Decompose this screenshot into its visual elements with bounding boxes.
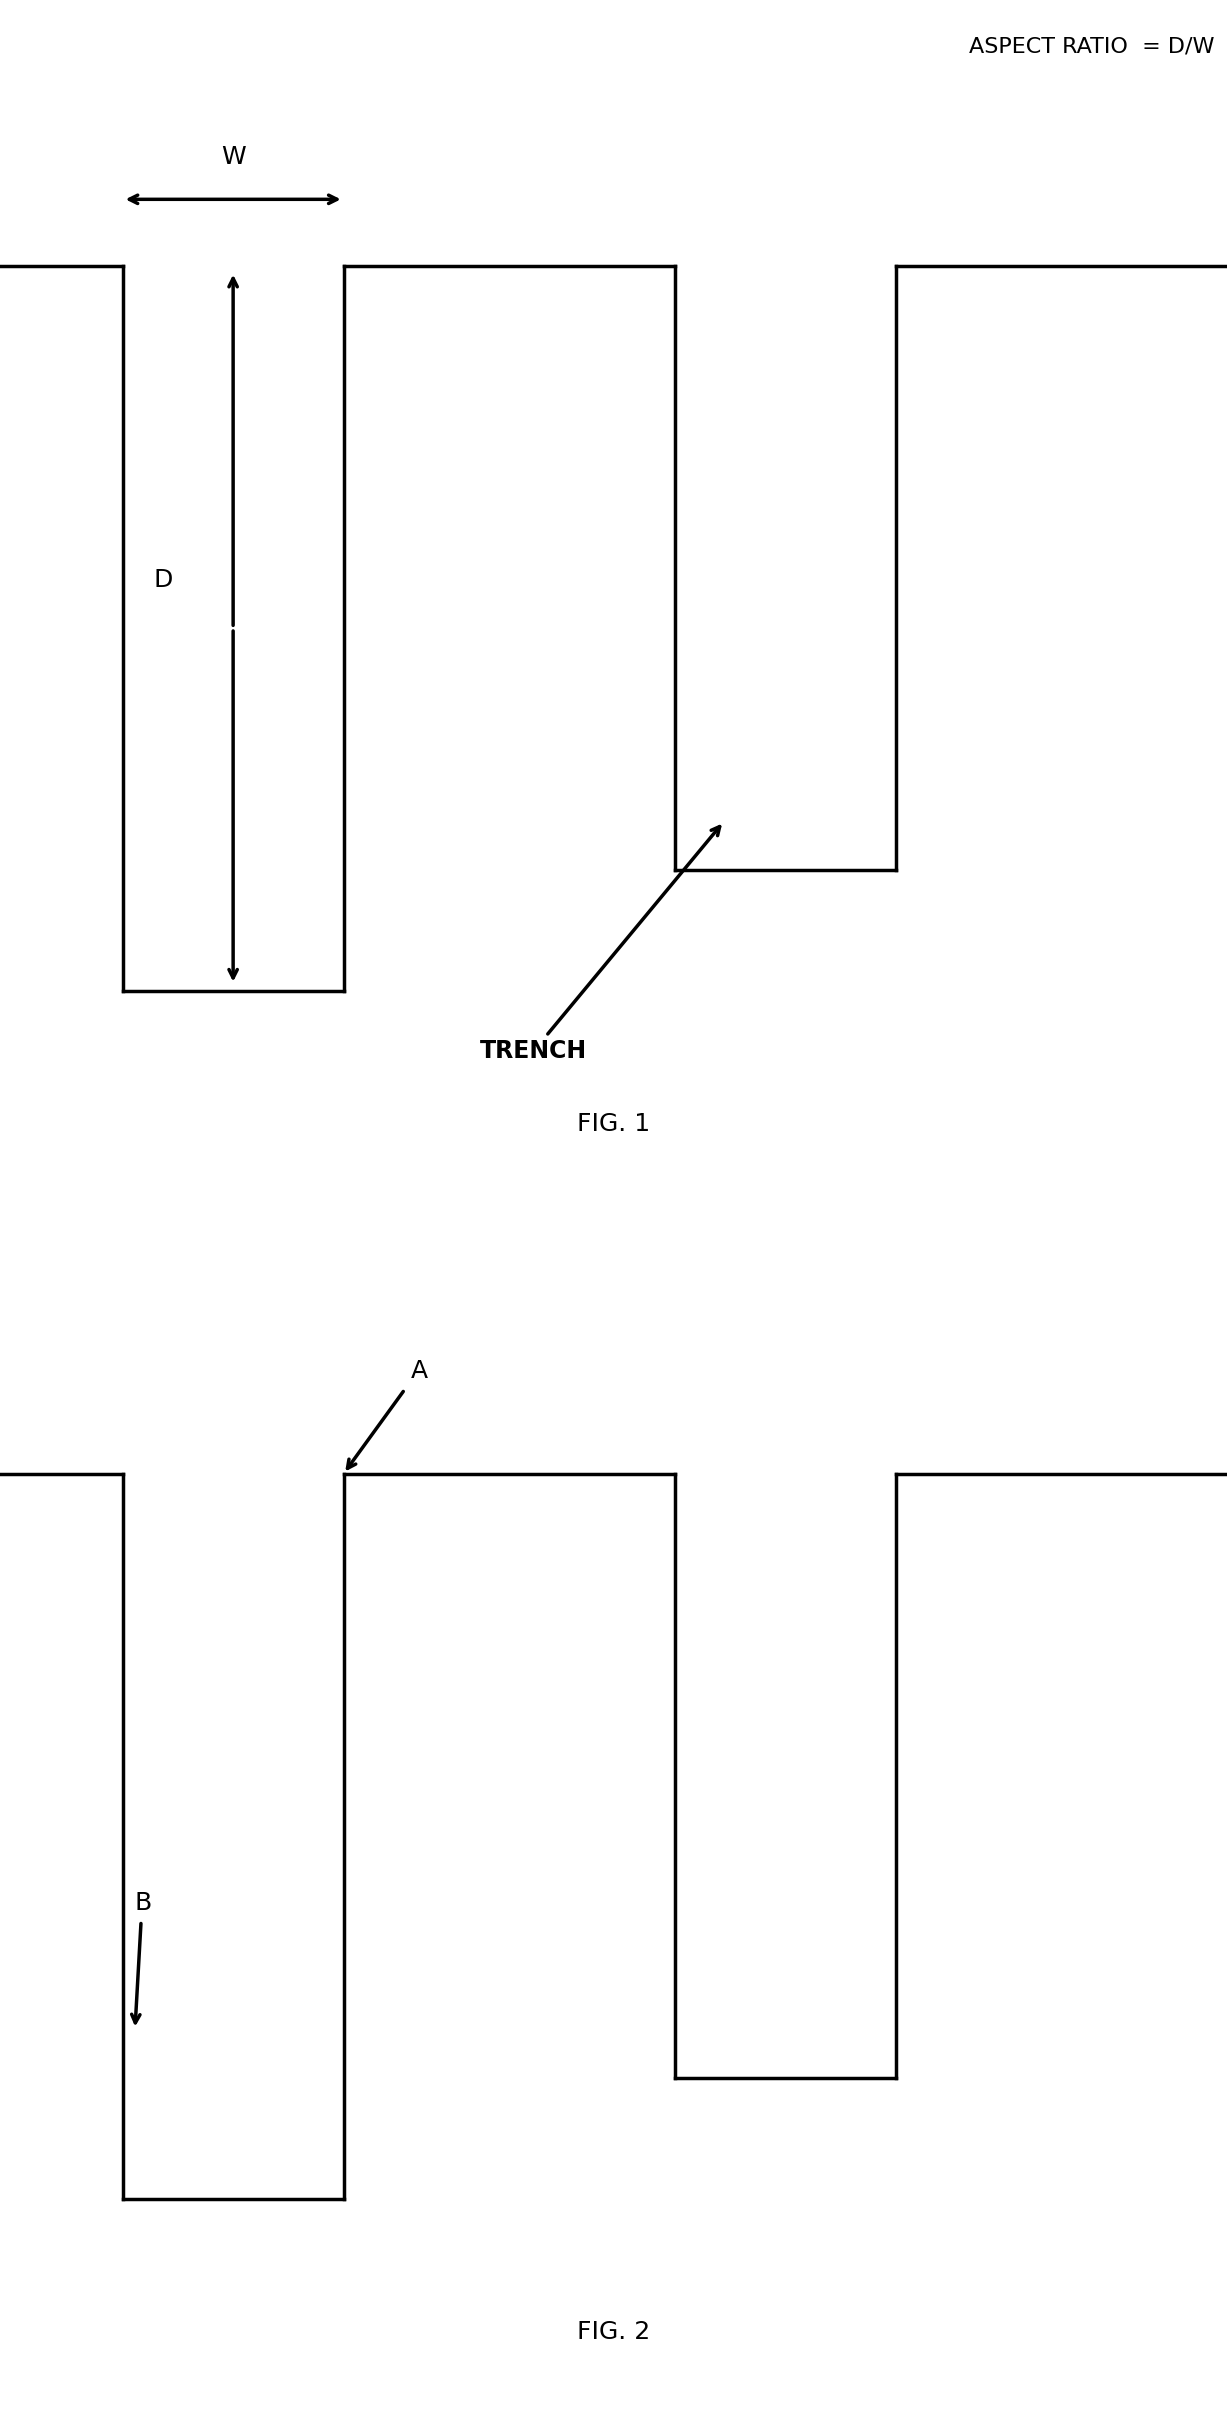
Text: FIG. 1: FIG. 1 (577, 1111, 650, 1136)
Text: ASPECT RATIO  = D/W: ASPECT RATIO = D/W (969, 36, 1215, 56)
Text: A: A (411, 1360, 428, 1382)
Text: D: D (153, 568, 173, 592)
Text: FIG. 2: FIG. 2 (577, 2319, 650, 2344)
Text: TRENCH: TRENCH (480, 826, 720, 1063)
Text: B: B (135, 1892, 152, 1913)
Text: W: W (221, 145, 245, 169)
